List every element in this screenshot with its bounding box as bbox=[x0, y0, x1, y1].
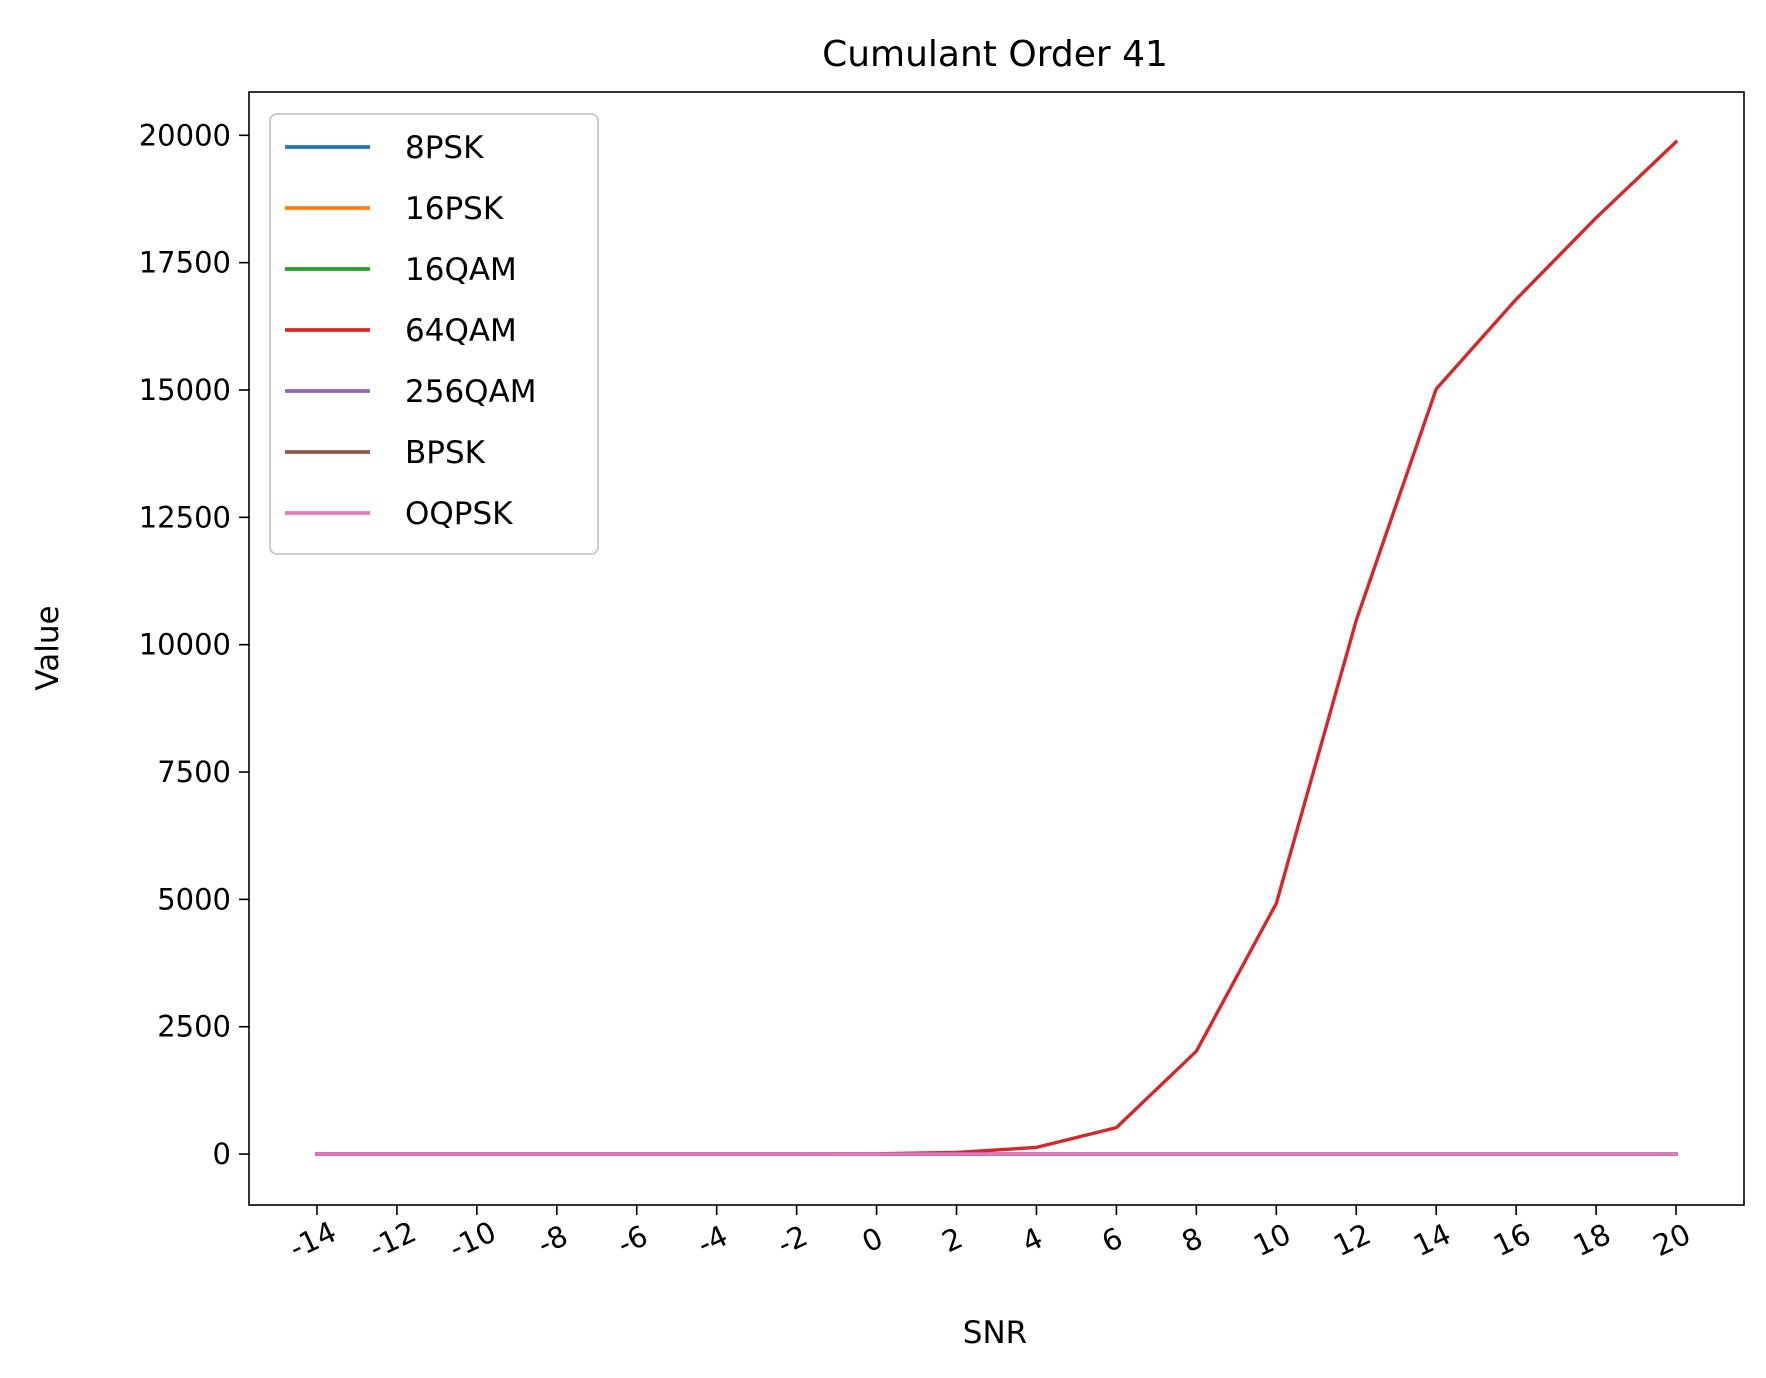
x-axis-label: SNR bbox=[963, 1315, 1027, 1351]
plot-frame bbox=[248, 91, 1745, 1206]
legend: 8PSK 16PSK 16QAM 64QAM 256QAM BPSK OQPSK bbox=[269, 113, 599, 555]
y-tick-label: 0 bbox=[213, 1137, 231, 1171]
legend-label-256qam: 256QAM bbox=[405, 374, 537, 410]
legend-label-64qam: 64QAM bbox=[405, 313, 517, 349]
y-tick-label: 7500 bbox=[157, 755, 231, 789]
y-tick-label: 2500 bbox=[157, 1010, 231, 1044]
y-axis-ticks: 0 2500 5000 7500 10000 12500 15000 17500 20000 bbox=[139, 118, 249, 1171]
y-tick-label: 20000 bbox=[139, 118, 231, 152]
legend-label-8psk: 8PSK bbox=[405, 130, 484, 166]
y-axis-label: Value bbox=[30, 605, 66, 690]
series-layer bbox=[315, 139, 1679, 1156]
y-tick-label: 5000 bbox=[157, 882, 231, 916]
legend-label-16psk: 16PSK bbox=[405, 191, 504, 227]
y-tick-label: 10000 bbox=[139, 628, 231, 662]
y-tick-label: 12500 bbox=[139, 500, 231, 534]
legend-label-bpsk: BPSK bbox=[405, 435, 486, 471]
chart-title: Cumulant Order 41 bbox=[822, 34, 1168, 75]
y-tick-label: 17500 bbox=[139, 246, 231, 280]
legend-box bbox=[269, 113, 599, 555]
y-tick-label: 15000 bbox=[139, 373, 231, 407]
legend-label-oqpsk: OQPSK bbox=[405, 496, 513, 532]
legend-label-16qam: 16QAM bbox=[405, 252, 517, 288]
